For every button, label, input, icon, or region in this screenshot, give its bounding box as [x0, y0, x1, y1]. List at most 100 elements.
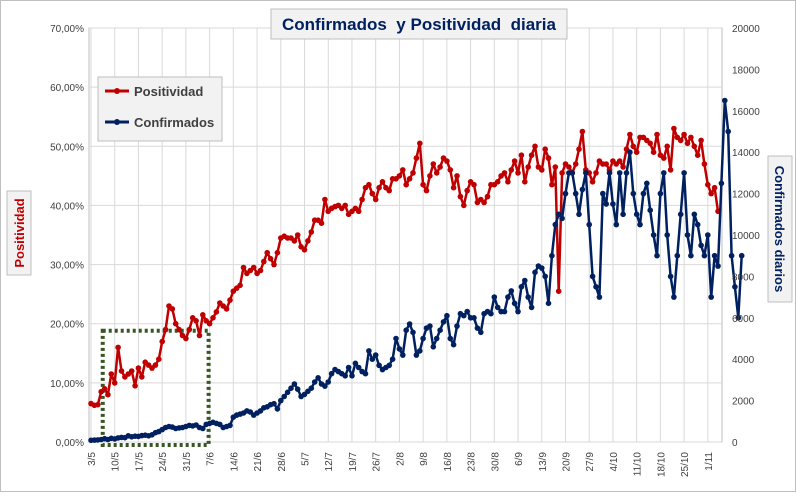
x-tick-label: 12/7 — [324, 452, 335, 472]
positividad-point — [156, 356, 162, 363]
positividad-point — [369, 190, 376, 197]
left-axis-title-box — [6, 190, 32, 276]
x-tick-label: 4/10 — [609, 452, 620, 472]
confirmados-point — [278, 397, 284, 404]
left-axis-title: Positividad — [12, 198, 27, 267]
confirmados-point — [708, 294, 714, 300]
left-tick-label: 10,00% — [50, 379, 84, 390]
confirmados-point — [274, 406, 281, 412]
positividad-point — [705, 181, 711, 188]
positividad-point — [430, 161, 437, 167]
x-tick-label: 2/8 — [395, 452, 406, 466]
confirmados-point — [491, 294, 498, 300]
positividad-point — [555, 288, 562, 295]
positividad-point — [210, 315, 216, 321]
positividad-point — [237, 282, 243, 289]
confirmados-point — [437, 327, 443, 334]
x-tick-label: 5/7 — [301, 452, 312, 466]
title-box — [270, 8, 568, 40]
x-tick-label: 27/9 — [585, 452, 596, 472]
confirmados-point — [600, 190, 606, 197]
positividad-point — [257, 267, 264, 274]
confirmados-point — [610, 201, 616, 207]
confirmados-point — [718, 180, 725, 187]
positividad-point — [342, 202, 349, 209]
legend-confirmados-label: Confirmados — [134, 115, 214, 130]
positividad-point — [461, 202, 467, 209]
x-tick-label: 20/9 — [561, 452, 572, 472]
confirmados-point — [732, 284, 738, 290]
confirmados-point — [433, 335, 440, 342]
confirmados-point — [427, 323, 433, 329]
confirmados-point — [640, 190, 647, 197]
confirmados-point — [366, 348, 372, 354]
positividad-point — [552, 164, 559, 170]
confirmados-point — [291, 381, 298, 387]
positividad-point — [355, 208, 362, 215]
positividad-point — [616, 158, 623, 164]
confirmados-point — [522, 277, 528, 284]
confirmados-point — [589, 273, 596, 280]
confirmados-point — [271, 400, 277, 407]
positividad-point — [627, 131, 633, 138]
positividad-point — [647, 140, 653, 147]
legend-positividad-marker — [114, 88, 120, 94]
confirmados-point — [461, 312, 467, 319]
confirmados-point — [386, 362, 393, 369]
confirmados-point — [352, 360, 359, 367]
confirmados-point — [579, 186, 586, 193]
positividad-point — [711, 184, 718, 191]
x-tick-label: 13/9 — [538, 452, 549, 472]
right-tick-label: 16000 — [732, 107, 760, 118]
confirmados-point — [501, 308, 508, 315]
confirmados-point — [488, 310, 494, 317]
positividad-point — [539, 167, 545, 173]
positividad-point — [654, 131, 660, 138]
positividad-point — [101, 386, 108, 392]
confirmados-point — [606, 170, 613, 176]
confirmados-point — [674, 252, 681, 259]
confirmados-point — [372, 352, 379, 358]
confirmados-point — [572, 190, 579, 197]
confirmados-point — [545, 300, 552, 307]
legend-confirmados-marker — [114, 119, 120, 125]
confirmados-point — [593, 284, 599, 290]
positividad-point — [115, 344, 121, 351]
positividad-point — [152, 362, 159, 368]
confirmados-point — [294, 386, 301, 393]
positividad-point — [677, 137, 684, 144]
positividad-point — [403, 181, 410, 188]
positividad-point — [532, 143, 538, 150]
right-tick-label: 10000 — [732, 231, 760, 242]
positividad-point — [511, 158, 518, 164]
positividad-point — [135, 365, 142, 371]
positividad-point — [420, 181, 426, 188]
x-tick-label: 30/8 — [490, 452, 501, 472]
confirmados-point — [644, 180, 650, 187]
x-tick-label: 6/9 — [514, 452, 525, 466]
positividad-point — [294, 232, 301, 238]
confirmados-point — [623, 170, 630, 176]
confirmados-point — [440, 319, 447, 325]
confirmados-point — [576, 211, 582, 218]
right-tick-label: 8000 — [732, 272, 755, 283]
confirmados-point — [362, 370, 369, 377]
right-tick-label: 2000 — [732, 397, 755, 408]
positividad-point — [494, 179, 501, 185]
confirmados-point — [633, 211, 640, 218]
confirmados-point — [532, 269, 538, 276]
positividad-point — [671, 125, 677, 132]
x-tick-label: 3/5 — [87, 452, 98, 466]
confirmados-point — [738, 252, 745, 259]
positividad-point — [579, 128, 586, 135]
confirmados-point — [654, 252, 660, 259]
positividad-point — [681, 131, 687, 138]
positividad-point — [196, 332, 203, 339]
right-tick-label: 0 — [732, 438, 738, 449]
positividad-point — [413, 155, 420, 161]
positividad-point — [566, 164, 572, 170]
confirmados-point — [406, 321, 413, 327]
positividad-point — [433, 170, 440, 176]
highlight-box — [100, 328, 211, 447]
